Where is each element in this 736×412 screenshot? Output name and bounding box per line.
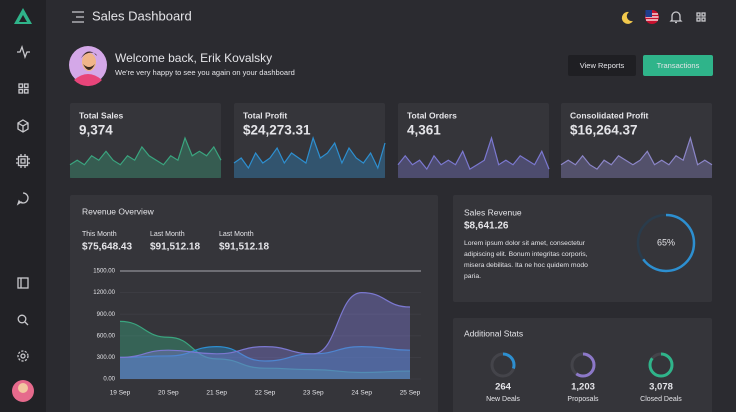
x-tick-label: 20 Sep [158, 390, 179, 397]
area [120, 321, 410, 379]
user-avatar-face [18, 383, 28, 393]
view-reports-button[interactable] [568, 55, 636, 76]
y-tick-label: 1200.00 [93, 290, 115, 296]
area-line [119, 291, 411, 358]
page-title: Sales Dashboard [92, 8, 192, 23]
summary-label: Last Month [219, 231, 254, 238]
button-label[interactable]: Transactions [657, 61, 700, 70]
x-tick-label: 19 Sep [110, 390, 131, 397]
sidebar [0, 0, 46, 412]
stat-caption: Closed Deals [640, 396, 682, 403]
nav-layout[interactable] [17, 277, 29, 289]
transactions-button[interactable] [643, 55, 713, 76]
logo-inner [19, 15, 27, 22]
summary-value: $91,512.18 [150, 242, 200, 253]
nav-search[interactable] [17, 314, 29, 326]
y-tick-label: 600.00 [97, 333, 116, 339]
progress-arc [636, 213, 696, 273]
sparkline [69, 136, 222, 166]
stat-card [234, 103, 385, 178]
sales-revenue-value: $8,641.26 [464, 221, 509, 232]
progress-arc [490, 352, 516, 378]
apps[interactable] [696, 12, 706, 22]
welcome-title: Welcome back, Erik Kovalsky [115, 51, 272, 65]
y-tick-label: 900.00 [97, 312, 116, 318]
progress-label: 65% [657, 237, 675, 247]
additional-stats-card [453, 318, 712, 412]
sparkline-area [561, 138, 712, 178]
summary-label: This Month [82, 231, 117, 238]
avatar-beard [83, 64, 95, 70]
card-title: Sales Revenue [464, 207, 522, 217]
x-tick-label: 22 Sep [255, 390, 276, 397]
summary-value: $75,648.43 [82, 242, 132, 253]
stat-number: 264 [495, 382, 512, 393]
menu-toggle[interactable] [72, 11, 84, 23]
description-line: misera debilitas. Ita ne hoc quidem modo [464, 262, 588, 269]
stat-number: 3,078 [649, 382, 673, 393]
stat-label: Total Profit [243, 110, 287, 120]
card-title: Revenue Overview [82, 206, 155, 216]
stat-value: $24,273.31 [243, 123, 311, 138]
welcome-subtitle: We're very happy to see you again on you… [115, 68, 295, 77]
stat-number: 1,203 [571, 382, 595, 393]
stat-value: $16,264.37 [570, 123, 638, 138]
stat-label: Total Orders [407, 110, 457, 120]
x-tick-label: 25 Sep [400, 390, 421, 397]
card-title: Additional Stats [464, 328, 523, 338]
progress-arc [648, 352, 674, 378]
area-line [119, 320, 411, 374]
flag-canton [645, 10, 652, 17]
nav-settings[interactable] [17, 350, 29, 362]
stat-card [398, 103, 549, 178]
nav-grid[interactable] [18, 83, 29, 94]
nav-activity[interactable] [17, 45, 30, 59]
y-tick-label: 1500.00 [93, 269, 115, 275]
avatar-hair [81, 51, 97, 58]
sparkline-area [234, 138, 385, 178]
sparkline [560, 135, 713, 170]
stat-value: 4,361 [407, 123, 441, 138]
stat-card [561, 103, 712, 178]
sparkline [233, 136, 386, 170]
theme-toggle[interactable] [621, 11, 633, 24]
button-label[interactable]: View Reports [580, 61, 625, 70]
notifications[interactable] [669, 11, 683, 24]
nav-box[interactable] [17, 119, 29, 133]
area [120, 346, 410, 379]
description-line: Lorem ipsum dolor sit amet, consectetur [464, 240, 586, 247]
x-tick-label: 24 Sep [351, 390, 372, 397]
stat-value: 9,374 [79, 123, 113, 138]
sparkline [397, 135, 550, 171]
nav-chip[interactable] [16, 154, 30, 168]
summary-value: $91,512.18 [219, 242, 269, 253]
x-tick-label: 21 Sep [206, 390, 227, 397]
x-tick-label: 23 Sep [303, 390, 324, 397]
sparkline-area [398, 138, 549, 178]
stat-label: Consolidated Profit [570, 110, 649, 120]
nav-chat[interactable] [16, 192, 29, 206]
stat-card [70, 103, 221, 178]
area [120, 292, 410, 379]
summary-label: Last Month [150, 231, 185, 238]
stat-label: Total Sales [79, 110, 124, 120]
sparkline-area [70, 138, 221, 178]
description-line: adipiscing elit. Bonum integritas corpor… [464, 251, 588, 258]
area-line [119, 345, 411, 362]
stat-caption: Proposals [567, 396, 599, 403]
y-tick-label: 300.00 [97, 355, 116, 361]
description-line: paria. [464, 273, 481, 280]
avatar-shirt [74, 74, 102, 87]
stat-caption: New Deals [486, 396, 520, 403]
y-tick-label: 0.00 [103, 377, 115, 383]
progress-arc [570, 352, 596, 378]
